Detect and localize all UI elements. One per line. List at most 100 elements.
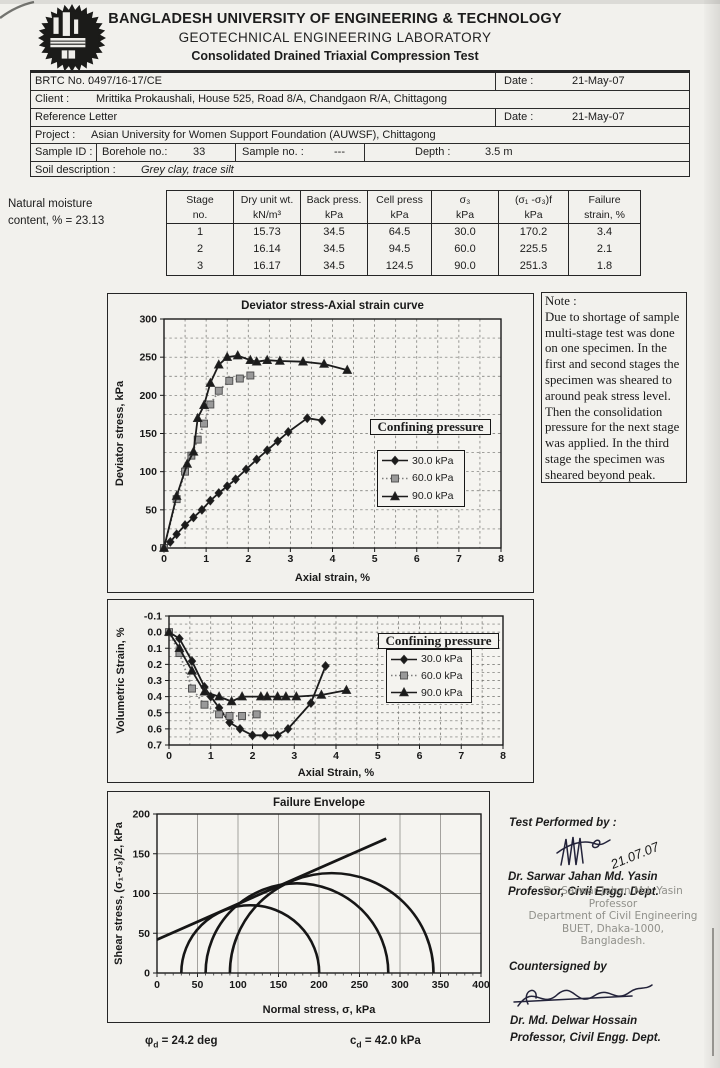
stage-cell: 2.1 — [596, 243, 613, 255]
legend-item: 30.0 kPa — [381, 455, 461, 467]
handwritten-date: 21.07.07 — [608, 839, 662, 873]
marker-triangle — [245, 354, 256, 364]
marker-diamond — [321, 661, 330, 671]
department-stamp: Dr. Sarwar Jahan Md. Yasin Professor Dep… — [528, 885, 698, 948]
university-name: BANGLADESH UNIVERSITY OF ENGINEERING & T… — [108, 11, 562, 27]
reference-label: Reference : — [35, 111, 92, 123]
x-tick-label: 7 — [458, 750, 464, 762]
marker-diamond — [284, 427, 293, 437]
gridlines — [164, 319, 501, 548]
sample-no-label: Sample no. : — [242, 146, 304, 158]
mohr-circle — [204, 882, 390, 974]
marker-triangle — [213, 359, 224, 369]
marker-triangle — [342, 364, 353, 374]
x-tick-label: 6 — [414, 553, 420, 565]
x-tick-label: 2 — [245, 553, 251, 565]
stage-cell: 1.8 — [596, 260, 613, 272]
y-tick-label: 0.6 — [147, 723, 162, 735]
note-body: Due to shortage of sample multi-stage te… — [545, 309, 680, 482]
y-tick-label: 50 — [145, 504, 157, 516]
legend-item: 60.0 kPa — [390, 670, 468, 682]
stamp-line: BUET, Dhaka-1000, Bangladesh. — [562, 922, 664, 948]
marker-triangle — [291, 691, 302, 701]
scan-artifact-top — [0, 0, 720, 4]
marker-square — [246, 371, 255, 380]
signature-yasin-icon: 21.07.07 — [556, 836, 662, 873]
soil-row: Soil description : Grey clay, trace silt — [31, 162, 689, 180]
marker-triangle — [192, 412, 203, 422]
stage-column-header: (σ₁ -σ₃)f kPa — [499, 191, 569, 224]
legend-sample-icon — [391, 672, 417, 680]
mohr-circle — [180, 903, 321, 974]
signature-hossain-icon — [513, 984, 653, 1007]
legend-sample-icon — [391, 687, 417, 697]
x-tick-label: 0 — [166, 750, 172, 762]
marker-triangle — [199, 686, 210, 696]
marker-diamond — [241, 464, 251, 475]
sample-id-label: Sample ID : — [35, 146, 93, 158]
stage-cell: 1 — [167, 224, 234, 241]
depth-value: 3.5 m — [485, 146, 513, 158]
x-tick-label: 200 — [310, 979, 328, 991]
x-tick-label: 1 — [208, 750, 214, 762]
marker-diamond — [172, 529, 181, 540]
stage-cell: 60.0 — [432, 241, 499, 258]
stage-cell: 90.0 — [432, 258, 499, 275]
note-box: Note : Due to shortage of sample multi-s… — [541, 292, 687, 483]
marker-diamond — [260, 730, 270, 741]
marker-triangle — [214, 691, 225, 701]
gridlines — [157, 814, 481, 973]
marker-triangle — [399, 687, 409, 697]
stage-column-header: Failure strain, % — [569, 191, 640, 224]
stage-column-header: Back press. kPa — [301, 191, 368, 224]
legend-sample-icon — [382, 455, 408, 466]
stamp-line: Professor — [588, 897, 638, 910]
y-tick-label: 250 — [139, 352, 157, 364]
marker-square — [188, 684, 196, 693]
legend-sample-icon — [382, 474, 408, 483]
countersigned-name: Dr. Md. Delwar Hossain — [510, 1015, 638, 1027]
marker-triangle — [232, 350, 243, 360]
y-tick-label: 0 — [144, 968, 150, 980]
mohr-circles — [180, 871, 435, 974]
soil-value: Grey clay, trace silt — [141, 164, 234, 176]
stage-column-header: Cell press kPa — [368, 191, 432, 224]
marker-diamond — [262, 445, 272, 456]
y-tick-label: 100 — [132, 888, 150, 900]
marker-triangle — [316, 689, 327, 699]
legend-label: 90.0 kPa — [412, 490, 454, 503]
brtc-value: 0497/16-17/CE — [88, 75, 162, 87]
legend-sample-icon — [382, 490, 408, 500]
mohr-circle — [228, 871, 435, 974]
x-tick-label: 350 — [432, 979, 450, 991]
y-tick-label: 0.7 — [147, 740, 162, 752]
depth-label: Depth : — [415, 146, 451, 158]
laboratory-name: GEOTECHNICAL ENGINEERING LABORATORY — [178, 30, 492, 45]
test-performed-label: Test Performed by : — [509, 817, 617, 829]
axis-ticks: 0 1 2 3 4 5 6 7 8 0 50 100 150 200 250 300 — [139, 314, 504, 566]
client-value: Mrittika Prokaushali, House 525, Road 8/… — [96, 93, 447, 105]
stage-data-table: Stage no. Dry unit wt. kN/m³ Back press. kPa C… — [166, 190, 641, 276]
c-value: = 42.0 kPa — [364, 1035, 421, 1047]
marker-diamond — [225, 717, 234, 728]
stage-cell: 225.5 — [499, 241, 569, 258]
project-row: Project : Asian University for Women Sup… — [31, 127, 689, 144]
phi-result: φd = 24.2 deg — [145, 1035, 218, 1049]
marker-diamond — [235, 723, 245, 734]
chart1-svg: 0 1 2 3 4 5 6 7 8 0 50 100 150 200 250 300 Deviator stre… — [114, 300, 504, 584]
reference-value: Letter — [89, 111, 118, 123]
stage-cell: 34.5 — [301, 258, 368, 275]
x-tick-label: 300 — [391, 979, 409, 991]
scan-artifact-line — [712, 928, 714, 1056]
marker-square — [206, 400, 215, 409]
scan-scratch-icon — [0, 0, 35, 19]
axis-ticks: 0 1 2 3 4 5 6 7 8 -0.1 0.0 0.1 0.2 0.3 0.4 0.5 0.6 0.7 — [144, 611, 506, 763]
legend-item: 30.0 kPa — [390, 653, 468, 665]
y-tick-label: 150 — [132, 848, 150, 860]
marker-square — [200, 419, 208, 428]
x-tick-label: 8 — [498, 553, 504, 565]
y-tick-label: -0.1 — [144, 611, 162, 623]
sample-id-row: Sample ID : Borehole no.: 33 Sample no. … — [31, 144, 689, 162]
moisture-line2: content, % = 23.13 — [8, 215, 105, 227]
marker-diamond — [273, 730, 282, 741]
